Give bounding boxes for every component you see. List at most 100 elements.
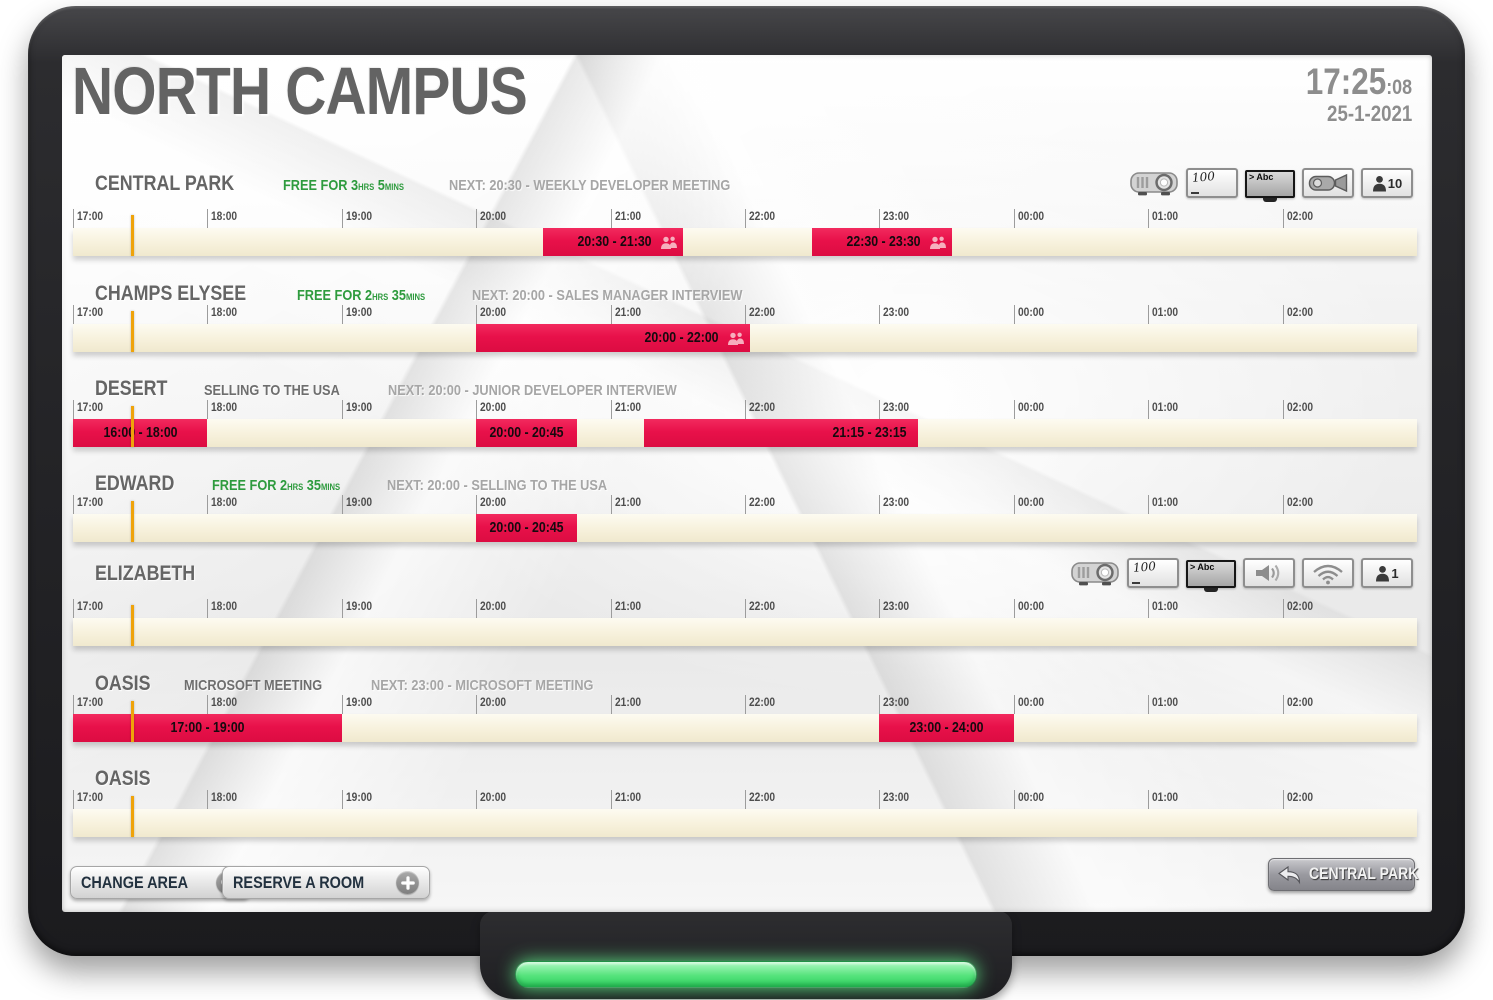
timeline-tick: 18:00 bbox=[207, 400, 242, 419]
projector-icon bbox=[1070, 558, 1120, 588]
timeline-tick: 19:00 bbox=[341, 495, 377, 514]
room-next-meeting: NEXT: 20:30 - WEEKLY DEVELOPER MEETING bbox=[449, 177, 731, 194]
room-header: OASIS bbox=[95, 767, 160, 791]
whiteboard-icon: 100 bbox=[1127, 558, 1179, 588]
timeline-tick: 23:00 bbox=[879, 495, 914, 514]
room-name: EDWARD bbox=[95, 472, 175, 495]
timeline-tick: 17:00 bbox=[73, 209, 108, 228]
timeline-tick: 19:00 bbox=[341, 695, 377, 714]
timeline-tick: 20:00 bbox=[476, 790, 511, 809]
timeline-tick: 18:00 bbox=[207, 305, 242, 324]
back-room-button[interactable]: CENTRAL PARK bbox=[1268, 858, 1419, 891]
status-led-green bbox=[515, 961, 977, 988]
booking-block[interactable]: 22:30 - 23:30 bbox=[812, 228, 952, 256]
room-header: DESERT SELLING TO THE USA NEXT: 20:00 - JU… bbox=[95, 377, 728, 401]
clock-date: 25-1-2021 bbox=[1326, 100, 1412, 126]
current-time-marker bbox=[131, 501, 135, 542]
timeline-tick: 21:00 bbox=[610, 599, 646, 618]
clock: 17:25:08 25-1-2021 bbox=[1287, 61, 1412, 126]
capacity-icon: 10 bbox=[1361, 168, 1413, 198]
booking-block[interactable]: 23:00 - 24:00 bbox=[879, 714, 1014, 742]
reserve-room-label: RESERVE A ROOM bbox=[233, 872, 365, 892]
timeline-tick: 00:00 bbox=[1013, 305, 1049, 324]
timeline-tick: 02:00 bbox=[1282, 305, 1318, 324]
timeline-scale: 17:00 18:00 19:00 20:00 21:00 22:00 23:00 00:00… bbox=[73, 789, 1417, 810]
timeline-tick: 01:00 bbox=[1148, 305, 1183, 324]
current-time-marker bbox=[131, 796, 135, 837]
room-next-meeting: NEXT: 20:00 - SELLING TO THE USA bbox=[387, 477, 608, 494]
timeline-tick: 20:00 bbox=[476, 495, 511, 514]
timeline-tick: 00:00 bbox=[1013, 695, 1049, 714]
room-row: CHAMPS ELYSEE FREE FOR 2HRS 35MINS NEXT: 2… bbox=[73, 282, 1417, 374]
booking-block[interactable]: 21:15 - 23:15 bbox=[644, 419, 918, 447]
room-header: ELIZABETH bbox=[95, 562, 213, 586]
timeline-tick: 21:00 bbox=[610, 400, 646, 419]
timeline-bar[interactable]: 20:30 - 21:30 22:30 - 23:30 bbox=[73, 228, 1417, 256]
whiteboard-icon: 100 bbox=[1186, 168, 1238, 198]
timeline-tick: 20:00 bbox=[476, 209, 511, 228]
timeline-tick: 22:00 bbox=[745, 495, 780, 514]
current-time-marker bbox=[131, 311, 135, 352]
timeline-tick: 02:00 bbox=[1282, 495, 1318, 514]
room-amenities: 100 > Abc 1 bbox=[1070, 558, 1413, 592]
room-status-free: FREE FOR 3HRS 5MINS bbox=[282, 177, 404, 194]
timeline-tick: 02:00 bbox=[1282, 790, 1318, 809]
timeline-tick: 18:00 bbox=[207, 695, 242, 714]
booking-block[interactable]: 20:30 - 21:30 bbox=[543, 228, 683, 256]
clock-time: 17:25:08 bbox=[1305, 61, 1412, 102]
timeline-tick: 18:00 bbox=[207, 209, 242, 228]
timeline-tick: 20:00 bbox=[476, 695, 511, 714]
room-status-busy: MICROSOFT MEETING bbox=[184, 677, 323, 694]
change-area-button[interactable]: CHANGE AREA bbox=[70, 866, 250, 899]
booking-block[interactable]: 20:00 - 20:45 bbox=[476, 514, 577, 542]
room-header: CENTRAL PARK FREE FOR 3HRS 5MINS NEXT: 20:… bbox=[95, 172, 780, 196]
timeline-tick: 02:00 bbox=[1282, 209, 1318, 228]
room-next-meeting: NEXT: 20:00 - JUNIOR DEVELOPER INTERVIEW bbox=[387, 382, 677, 399]
timeline-tick: 01:00 bbox=[1148, 209, 1183, 228]
room-name: OASIS bbox=[95, 767, 151, 790]
timeline-tick: 22:00 bbox=[745, 209, 780, 228]
timeline-tick: 22:00 bbox=[745, 305, 780, 324]
timeline-bar[interactable]: 16:00 - 18:00 20:00 - 20:45 21:15 - 23:15 bbox=[73, 419, 1417, 447]
booking-block[interactable]: 20:00 - 20:45 bbox=[476, 419, 577, 447]
room-next-meeting: NEXT: 23:00 - MICROSOFT MEETING bbox=[370, 677, 594, 694]
timeline-scale: 17:00 18:00 19:00 20:00 21:00 22:00 23:00 00:00… bbox=[73, 208, 1417, 229]
back-arrow-icon bbox=[1277, 864, 1302, 885]
capacity-icon: 1 bbox=[1361, 558, 1413, 588]
timeline-bar[interactable] bbox=[73, 618, 1417, 646]
timeline-bar[interactable]: 20:00 - 20:45 bbox=[73, 514, 1417, 542]
reserve-room-button[interactable]: RESERVE A ROOM bbox=[222, 866, 431, 899]
timeline-tick: 17:00 bbox=[73, 305, 108, 324]
timeline-bar[interactable] bbox=[73, 809, 1417, 837]
timeline-tick: 19:00 bbox=[341, 305, 377, 324]
timeline-scale: 17:00 18:00 19:00 20:00 21:00 22:00 23:00 00:00… bbox=[73, 304, 1417, 325]
booking-block[interactable]: 16:00 - 18:00 bbox=[73, 419, 208, 447]
room-amenities: 100 > Abc 10 bbox=[1129, 168, 1413, 202]
booking-time-label: 23:00 - 24:00 bbox=[909, 720, 984, 736]
timeline-tick: 17:00 bbox=[73, 790, 108, 809]
booking-time-label: 17:00 - 19:00 bbox=[170, 720, 245, 736]
room-status-free: FREE FOR 2HRS 35MINS bbox=[296, 287, 425, 304]
back-room-label: CENTRAL PARK bbox=[1309, 865, 1419, 883]
timeline-tick: 22:00 bbox=[745, 599, 780, 618]
current-time-marker bbox=[131, 605, 135, 646]
timeline-tick: 00:00 bbox=[1013, 599, 1049, 618]
booking-block[interactable]: 20:00 - 22:00 bbox=[476, 324, 750, 352]
timeline-tick: 19:00 bbox=[341, 599, 377, 618]
timeline-scale: 17:00 18:00 19:00 20:00 21:00 22:00 23:00 00:00… bbox=[73, 694, 1417, 715]
screen: NORTH CAMPUS 17:25:08 25-1-2021 CENTRAL … bbox=[62, 55, 1432, 912]
timeline-tick: 22:00 bbox=[745, 695, 780, 714]
room-name: DESERT bbox=[95, 377, 168, 400]
current-time-marker bbox=[131, 701, 135, 742]
timeline-tick: 01:00 bbox=[1148, 790, 1183, 809]
timeline-tick: 23:00 bbox=[879, 790, 914, 809]
screen-icon: > Abc bbox=[1245, 170, 1295, 202]
timeline-bar[interactable]: 20:00 - 22:00 bbox=[73, 324, 1417, 352]
projector-icon bbox=[1129, 168, 1179, 198]
timeline-tick: 21:00 bbox=[610, 305, 646, 324]
booking-block[interactable]: 17:00 - 19:00 bbox=[73, 714, 342, 742]
room-status-busy: SELLING TO THE USA bbox=[204, 382, 340, 399]
booking-time-label: 21:15 - 23:15 bbox=[832, 425, 907, 441]
room-row: EDWARD FREE FOR 2HRS 35MINS NEXT: 20:00 - … bbox=[73, 472, 1417, 564]
timeline-bar[interactable]: 17:00 - 19:00 23:00 - 24:00 bbox=[73, 714, 1417, 742]
